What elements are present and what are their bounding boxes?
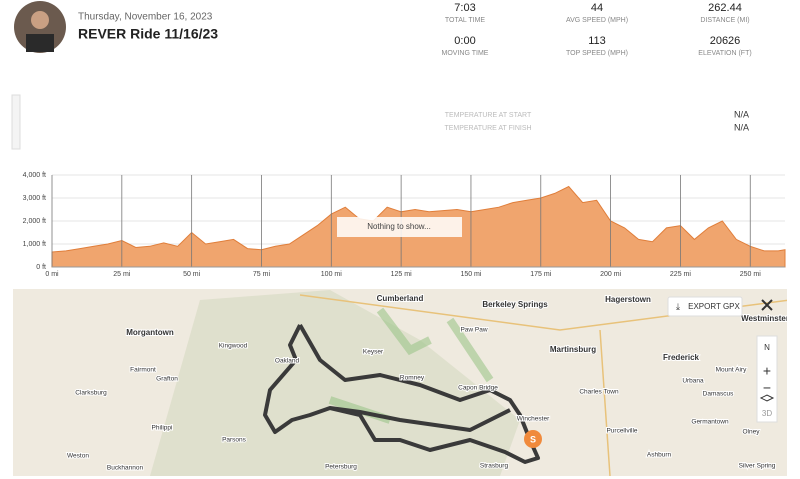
notice-box	[337, 217, 462, 237]
place-label: Mount Airy	[716, 367, 747, 374]
place-label: Grafton	[156, 376, 178, 383]
start-marker-label: S	[530, 434, 536, 444]
x-tick-label: 150 mi	[460, 271, 481, 278]
place-label: Winchester	[517, 416, 550, 423]
x-tick-label: 225 mi	[670, 271, 691, 278]
stat-label: AVG SPEED (MPH)	[566, 17, 628, 24]
elevation-chart: 0 ft 1,000 ft 2,000 ft 3,000 ft 4,000 ft 0 mi…	[23, 172, 786, 278]
place-label: Olney	[743, 429, 761, 436]
x-tick-label: 125 mi	[391, 271, 412, 278]
terrain	[150, 290, 520, 476]
stat-label: MOVING TIME	[442, 50, 489, 57]
stat-value: 20626	[710, 35, 741, 47]
stat-label: TOP SPEED (MPH)	[566, 50, 628, 57]
export-button[interactable]	[667, 296, 743, 317]
y-tick-label: 2,000 ft	[23, 218, 46, 225]
scroll-box[interactable]	[11, 94, 21, 150]
place-label: Germantown	[691, 419, 729, 426]
place-label: Clarksburg	[75, 390, 107, 397]
place-label: Kingwood	[219, 343, 248, 350]
export-button-label: EXPORT GPX	[688, 302, 740, 311]
place-label: Purcellville	[606, 428, 637, 435]
place-label: Ashburn	[647, 452, 672, 459]
place-label: Buckhannon	[107, 465, 144, 472]
x-tick-label: 50 mi	[183, 271, 201, 278]
y-tick-label: 1,000 ft	[23, 241, 46, 248]
stat-label: DISTANCE (MI)	[700, 17, 749, 24]
stat-value: 44	[591, 2, 603, 14]
map: Morgantown Cumberland Berkeley Springs Hage…	[13, 289, 789, 476]
ride-title: REVER Ride 11/16/23	[78, 26, 218, 42]
temperature: TEMPERATURE AT START N/A TEMPERATURE AT FI…	[444, 109, 749, 132]
x-tick-label: 0 mi	[45, 271, 59, 278]
temp-value: N/A	[734, 109, 749, 119]
x-tick-label: 25 mi	[113, 271, 131, 278]
place-label: Berkeley Springs	[482, 300, 548, 309]
avatar-face	[31, 11, 49, 29]
start-marker[interactable]	[524, 430, 542, 448]
place-label: Frederick	[663, 353, 700, 362]
avatar-body	[26, 34, 54, 52]
place-labels: Morgantown Cumberland Berkeley Springs Hage…	[66, 293, 789, 473]
place-label: Hagerstown	[605, 295, 651, 304]
place-label: Martinsburg	[550, 345, 596, 354]
x-tick-label: 75 mi	[253, 271, 271, 278]
place-label: Philippi	[152, 425, 173, 432]
y-tick-label: 4,000 ft	[23, 172, 46, 179]
y-tick-label: 3,000 ft	[23, 195, 46, 202]
stat-value: 0:00	[454, 35, 475, 47]
x-tick-label: 200 mi	[600, 271, 621, 278]
place-label: Westminster	[741, 314, 789, 323]
stat-label: TOTAL TIME	[445, 17, 486, 24]
notice: Nothing to show...	[367, 222, 431, 231]
place-label: Paw Paw	[460, 327, 487, 334]
place-label: Fairmont	[130, 367, 156, 374]
place-label: Urbana	[682, 378, 704, 385]
mode-3d[interactable]: 3D	[762, 409, 772, 418]
place-label: Keyser	[363, 349, 384, 356]
layers-icon[interactable]	[759, 394, 775, 402]
download-icon: ⤓	[676, 301, 680, 311]
compass[interactable]: N	[764, 343, 770, 352]
expand-icon[interactable]	[761, 299, 773, 311]
zoom-out[interactable]: −	[763, 380, 771, 396]
stat-value: 7:03	[454, 2, 475, 14]
temp-label: TEMPERATURE AT START	[445, 112, 532, 119]
map-controls	[756, 335, 778, 423]
route	[263, 324, 540, 464]
y-tick-label: 0 ft	[36, 264, 46, 271]
place-label: Oakland	[275, 358, 300, 365]
x-tick-label: 175 mi	[530, 271, 551, 278]
place-label: Strasburg	[480, 463, 509, 470]
ride-date: Thursday, November 16, 2023	[78, 12, 213, 23]
place-label: Charles Town	[579, 389, 619, 396]
stat-value: 262.44	[708, 2, 742, 14]
x-tick-label: 250 mi	[740, 271, 761, 278]
place-label: Silver Spring	[739, 463, 776, 470]
place-label: Weston	[67, 453, 89, 460]
zoom-in[interactable]: +	[763, 363, 771, 379]
place-label: Romney	[400, 375, 425, 382]
temp-label: TEMPERATURE AT FINISH	[444, 125, 531, 132]
place-label: Damascus	[703, 391, 734, 398]
stats: 7:03 TOTAL TIME 44 AVG SPEED (MPH) 262.44 DIS…	[442, 2, 752, 57]
place-label: Capon Bridge	[458, 385, 498, 392]
stat-label: ELEVATION (FT)	[698, 50, 751, 57]
temp-value: N/A	[734, 122, 749, 132]
place-label: Parsons	[222, 437, 247, 444]
stat-value: 113	[588, 35, 606, 47]
place-label: Petersburg	[325, 464, 357, 471]
place-label: Cumberland	[377, 294, 424, 303]
x-tick-label: 100 mi	[321, 271, 342, 278]
place-label: Morgantown	[126, 328, 174, 337]
